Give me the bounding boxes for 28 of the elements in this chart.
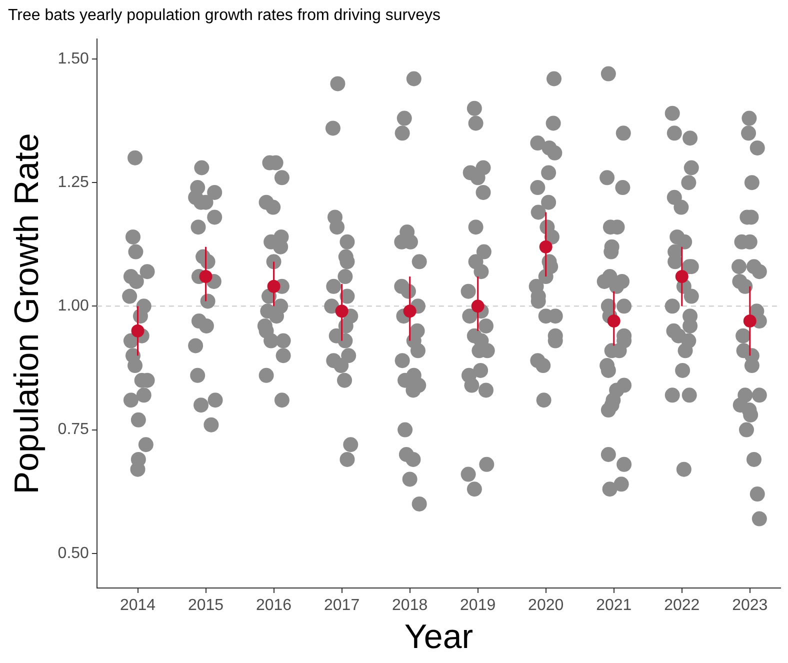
x-tick-label: 2017 xyxy=(324,597,360,614)
x-tick-label: 2021 xyxy=(596,597,632,614)
y-tick-label: 1.25 xyxy=(58,174,90,191)
x-tick-label: 2018 xyxy=(392,597,428,614)
point xyxy=(267,280,280,293)
x-tick-label: 2023 xyxy=(732,597,768,614)
point xyxy=(403,304,416,318)
point xyxy=(607,314,620,328)
point xyxy=(743,314,756,328)
x-axis-title: Year xyxy=(404,618,474,656)
point xyxy=(471,300,484,313)
y-tick-label: 0.50 xyxy=(58,544,90,562)
y-tick-label: 0.75 xyxy=(58,421,90,438)
point xyxy=(131,324,144,338)
point xyxy=(335,304,348,318)
x-tick-label: 2019 xyxy=(460,597,496,614)
x-tick-label: 2016 xyxy=(256,597,292,614)
x-tick-label: 2020 xyxy=(528,597,564,614)
y-tick-label: 1.50 xyxy=(58,50,90,68)
point xyxy=(199,270,212,284)
x-tick-label: 2014 xyxy=(120,597,156,614)
x-tick-label: 2022 xyxy=(664,597,700,614)
point xyxy=(675,270,688,284)
y-axis-title: Population Growth Rate xyxy=(8,133,46,494)
chart-title: Tree bats yearly population growth rates from driving surveys xyxy=(8,7,440,24)
y-tick-label: 1.00 xyxy=(58,298,90,315)
point xyxy=(539,240,552,254)
x-tick-label: 2015 xyxy=(188,597,224,614)
